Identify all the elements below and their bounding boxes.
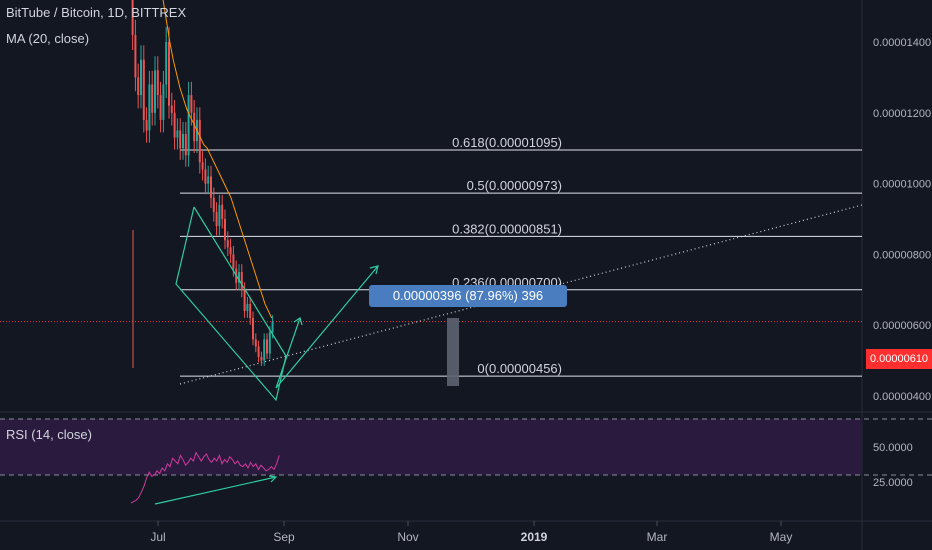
candle-body <box>187 95 190 156</box>
time-tick-label: Jul <box>150 530 165 544</box>
candle-body <box>137 77 140 96</box>
candle-body <box>154 70 156 113</box>
wedge-annotation <box>175 206 287 402</box>
candle-body <box>215 211 218 227</box>
rsi-line <box>130 451 280 504</box>
price-tick-label: 0.00001400 <box>873 37 931 49</box>
candle-body <box>162 84 165 120</box>
candle-body <box>148 84 151 131</box>
rsi-tick-label: 25.0000 <box>873 477 913 489</box>
candle-body <box>246 303 249 312</box>
rsi-legend[interactable]: RSI (14, close) <box>6 427 92 442</box>
arrowhead-icon <box>268 475 278 483</box>
time-tick-label: 2019 <box>521 530 548 544</box>
candle-body <box>268 332 271 354</box>
candle-body <box>240 272 243 290</box>
rsi-tick-label: 50.0000 <box>873 442 913 454</box>
arrowhead-icon <box>369 265 379 275</box>
fib-level-label: 0.618(0.00001095) <box>452 135 562 150</box>
measure-label: 0.00000396 (87.96%) 396 <box>369 285 567 307</box>
candle-body <box>254 339 257 347</box>
candle-body <box>224 219 226 241</box>
candle-body <box>142 59 145 120</box>
rsi-band <box>0 419 862 475</box>
price-tick-label: 0.00001000 <box>873 179 931 191</box>
candle-body <box>249 303 252 319</box>
price-tick-label: 0.00000800 <box>873 249 931 261</box>
time-tick-label: Mar <box>647 530 668 544</box>
candle-body <box>257 346 260 358</box>
ma-line <box>162 0 273 319</box>
candle-body <box>229 247 232 255</box>
candle-body <box>156 70 159 96</box>
candle-body <box>263 339 266 361</box>
candle-body <box>204 169 207 184</box>
candle-body <box>266 339 268 354</box>
candle-body <box>182 134 184 149</box>
candle-body <box>218 204 221 227</box>
measure-bar <box>447 318 459 386</box>
time-tick-label: Sep <box>273 530 295 544</box>
candle-body <box>201 162 204 170</box>
candle-body <box>232 254 235 269</box>
candle-body <box>198 119 201 163</box>
time-tick-label: Nov <box>397 530 418 544</box>
projection-arrow-long <box>275 265 379 389</box>
candle-body <box>165 42 168 85</box>
price-tick-label: 0.00001200 <box>873 108 931 120</box>
price-tick-label: 0.00000600 <box>873 320 931 332</box>
candle-body <box>226 240 229 248</box>
projection-arrow-short <box>275 317 301 389</box>
candle-body <box>271 321 274 333</box>
fib-level-label: 0.5(0.00000973) <box>467 178 562 193</box>
candle-body <box>145 119 148 131</box>
candle-body <box>179 130 182 149</box>
candle-body <box>131 0 134 35</box>
fib-level-label: 0(0.00000456) <box>477 361 562 376</box>
candle-body <box>176 130 179 138</box>
rsi-divergence-arrow <box>154 476 277 505</box>
time-tick-label: May <box>770 530 793 544</box>
candle-body <box>193 112 196 142</box>
ma-legend[interactable]: MA (20, close) <box>6 31 90 46</box>
last-price-tag: 0.00000610 <box>866 349 932 369</box>
candle-body <box>190 95 193 113</box>
candle-body <box>134 34 137 78</box>
candle-body <box>210 176 212 198</box>
candle-body <box>252 318 254 340</box>
candle-body <box>151 84 154 113</box>
candle-body <box>212 197 215 212</box>
candle-body <box>170 105 173 113</box>
candle-body <box>207 176 210 184</box>
candle-body <box>243 289 246 312</box>
candle-body <box>184 134 187 156</box>
fib-level-label: 0.382(0.00000851) <box>452 221 562 236</box>
candle-body <box>140 59 142 96</box>
candle-body <box>238 272 240 283</box>
price-tick-label: 0.00000400 <box>873 391 931 403</box>
candle-body <box>221 204 224 219</box>
arrowhead-icon <box>293 317 303 326</box>
candle-body <box>159 95 162 120</box>
candle-body <box>260 357 263 361</box>
candle-body <box>173 112 176 138</box>
symbol-legend[interactable]: BitTube / Bitcoin, 1D, BITTREX <box>6 5 187 20</box>
candle-body <box>168 42 170 106</box>
